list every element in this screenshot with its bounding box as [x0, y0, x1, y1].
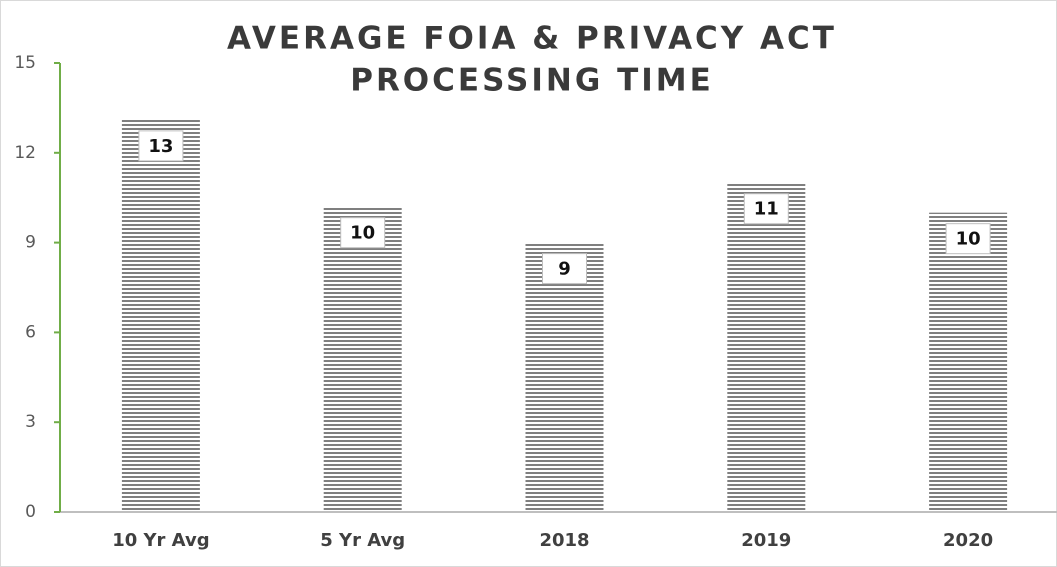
y-tick-label: 12 [14, 143, 36, 163]
value-label: 10 [956, 229, 981, 250]
bar [929, 212, 1008, 512]
value-label: 11 [754, 199, 779, 220]
value-label: 9 [558, 259, 571, 280]
x-tick-label: 2020 [943, 530, 993, 551]
x-tick-label: 2018 [539, 530, 589, 551]
x-tick-label: 5 Yr Avg [320, 530, 405, 551]
x-tick-label: 10 Yr Avg [112, 530, 209, 551]
y-tick-label: 0 [25, 502, 36, 522]
bar [727, 182, 806, 512]
bar [525, 242, 604, 512]
value-label-box [945, 223, 991, 255]
y-tick-label: 3 [25, 412, 36, 432]
y-tick-label: 15 [14, 53, 36, 73]
x-tick-label: 2019 [741, 530, 791, 551]
value-label: 10 [350, 223, 375, 244]
bar [323, 206, 402, 512]
chart-title: PROCESSING TIME [350, 63, 714, 99]
y-tick-label: 6 [25, 322, 36, 342]
value-label-box [138, 130, 184, 162]
bar [121, 119, 200, 512]
value-label-box [542, 253, 587, 285]
value-label-box [340, 217, 386, 249]
value-label: 13 [148, 136, 173, 157]
chart-title: AVERAGE FOIA & PRIVACY ACT [227, 21, 837, 57]
value-label-box [743, 193, 789, 225]
y-tick-label: 9 [25, 233, 36, 253]
